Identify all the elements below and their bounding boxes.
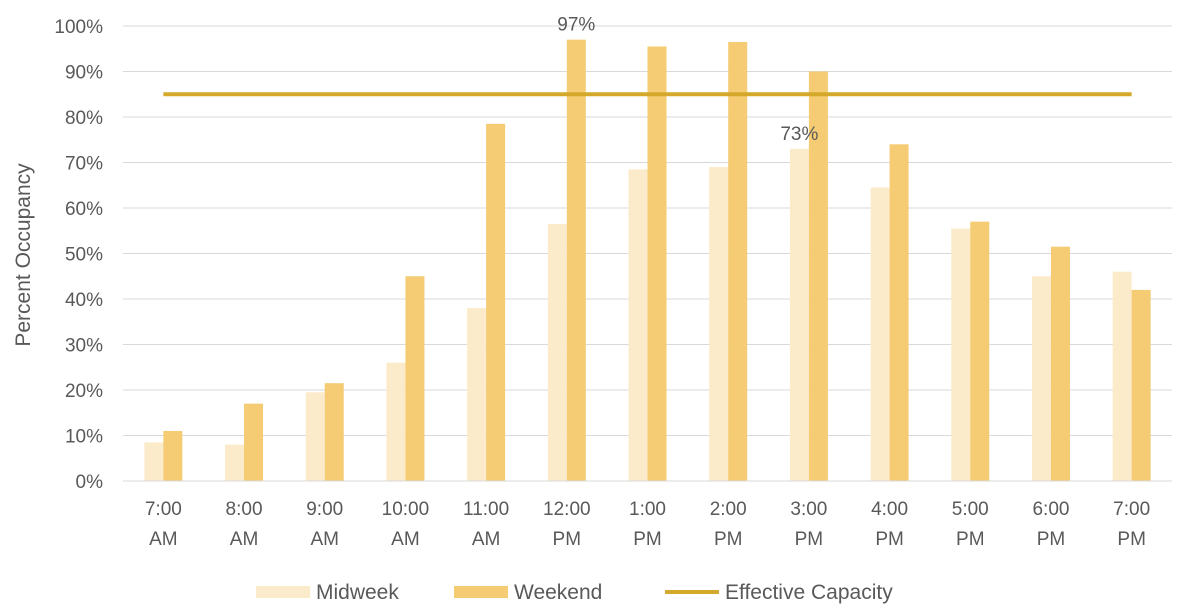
x-tick-label: 2:00	[710, 499, 747, 520]
bar-midweek	[628, 169, 648, 481]
x-tick-label: 4:00	[871, 499, 908, 520]
y-tick-label: 10%	[65, 427, 103, 448]
bar-weekend	[566, 39, 586, 482]
legend-label-effective-capacity: Effective Capacity	[725, 581, 893, 604]
x-tick-label: PM	[956, 529, 985, 550]
bar-midweek	[870, 187, 890, 481]
bars	[144, 39, 1151, 482]
y-tick-label: 20%	[65, 381, 103, 402]
bar-weekend	[728, 41, 748, 482]
x-tick-label: 7:00	[145, 499, 182, 520]
bar-midweek	[467, 308, 487, 481]
x-tick-label: PM	[875, 529, 904, 550]
bar-weekend	[808, 71, 828, 481]
bar-midweek	[709, 167, 729, 482]
data-label: 73%	[780, 124, 818, 145]
x-tick-label: AM	[472, 529, 501, 550]
y-tick-label: 50%	[65, 245, 103, 266]
bar-weekend	[647, 46, 667, 481]
x-tick-label: 6:00	[1032, 499, 1069, 520]
y-tick-label: 100%	[54, 17, 103, 38]
bar-midweek	[144, 442, 164, 481]
x-tick-label: PM	[633, 529, 662, 550]
bar-midweek	[1031, 276, 1051, 481]
x-tick-label: 1:00	[629, 499, 666, 520]
x-tick-label: AM	[310, 529, 339, 550]
bar-midweek	[1112, 271, 1132, 481]
x-tick-label: AM	[149, 529, 178, 550]
legend: Midweek Weekend Effective Capacity	[256, 581, 893, 604]
bar-weekend	[405, 276, 425, 481]
bar-weekend	[970, 221, 990, 481]
bar-weekend	[244, 403, 264, 481]
y-tick-label: 30%	[65, 336, 103, 357]
bar-midweek	[789, 148, 809, 481]
bar-weekend	[324, 383, 344, 481]
x-tick-label: 11:00	[463, 499, 509, 520]
bar-midweek	[386, 362, 406, 481]
data-labels: 97% 73%	[557, 15, 818, 145]
legend-swatch-weekend	[454, 586, 508, 598]
x-tick-label: 10:00	[382, 499, 430, 520]
axes: 0% 10% 20% 30% 40% 50% 60% 70% 80% 90% 100% 7:00 AM 8…	[54, 17, 1172, 550]
y-tick-label: 80%	[65, 108, 103, 129]
legend-swatch-midweek	[256, 586, 310, 598]
x-tick-label: AM	[230, 529, 259, 550]
y-axis-label: Percent Occupancy	[12, 163, 35, 347]
x-tick-label: 12:00	[543, 499, 591, 520]
x-tick-label: 8:00	[226, 499, 263, 520]
x-tick-label: 3:00	[790, 499, 827, 520]
legend-label-midweek: Midweek	[316, 581, 399, 604]
bar-weekend	[486, 123, 506, 481]
y-tick-label: 0%	[76, 472, 104, 493]
bar-weekend	[1050, 246, 1070, 481]
bar-weekend	[163, 430, 183, 481]
legend-label-weekend: Weekend	[514, 581, 602, 604]
data-label: 97%	[557, 15, 595, 36]
bar-midweek	[225, 444, 245, 481]
x-tick-label: 9:00	[306, 499, 343, 520]
y-tick-label: 90%	[65, 63, 103, 84]
x-tick-label: PM	[1117, 529, 1146, 550]
y-tick-label: 70%	[65, 154, 103, 175]
x-tick-label: PM	[553, 529, 582, 550]
y-tick-label: 60%	[65, 199, 103, 220]
x-tick-label: PM	[1037, 529, 1066, 550]
x-tick-label: AM	[391, 529, 420, 550]
x-tick-label: 7:00	[1113, 499, 1150, 520]
bar-weekend	[1131, 289, 1151, 481]
x-tick-label: PM	[795, 529, 824, 550]
y-tick-label: 40%	[65, 290, 103, 311]
x-tick-label: PM	[714, 529, 743, 550]
bar-weekend	[889, 144, 909, 482]
bar-midweek	[951, 228, 971, 481]
bar-midweek	[305, 392, 325, 481]
bar-midweek	[547, 223, 567, 482]
x-tick-label: 5:00	[952, 499, 989, 520]
